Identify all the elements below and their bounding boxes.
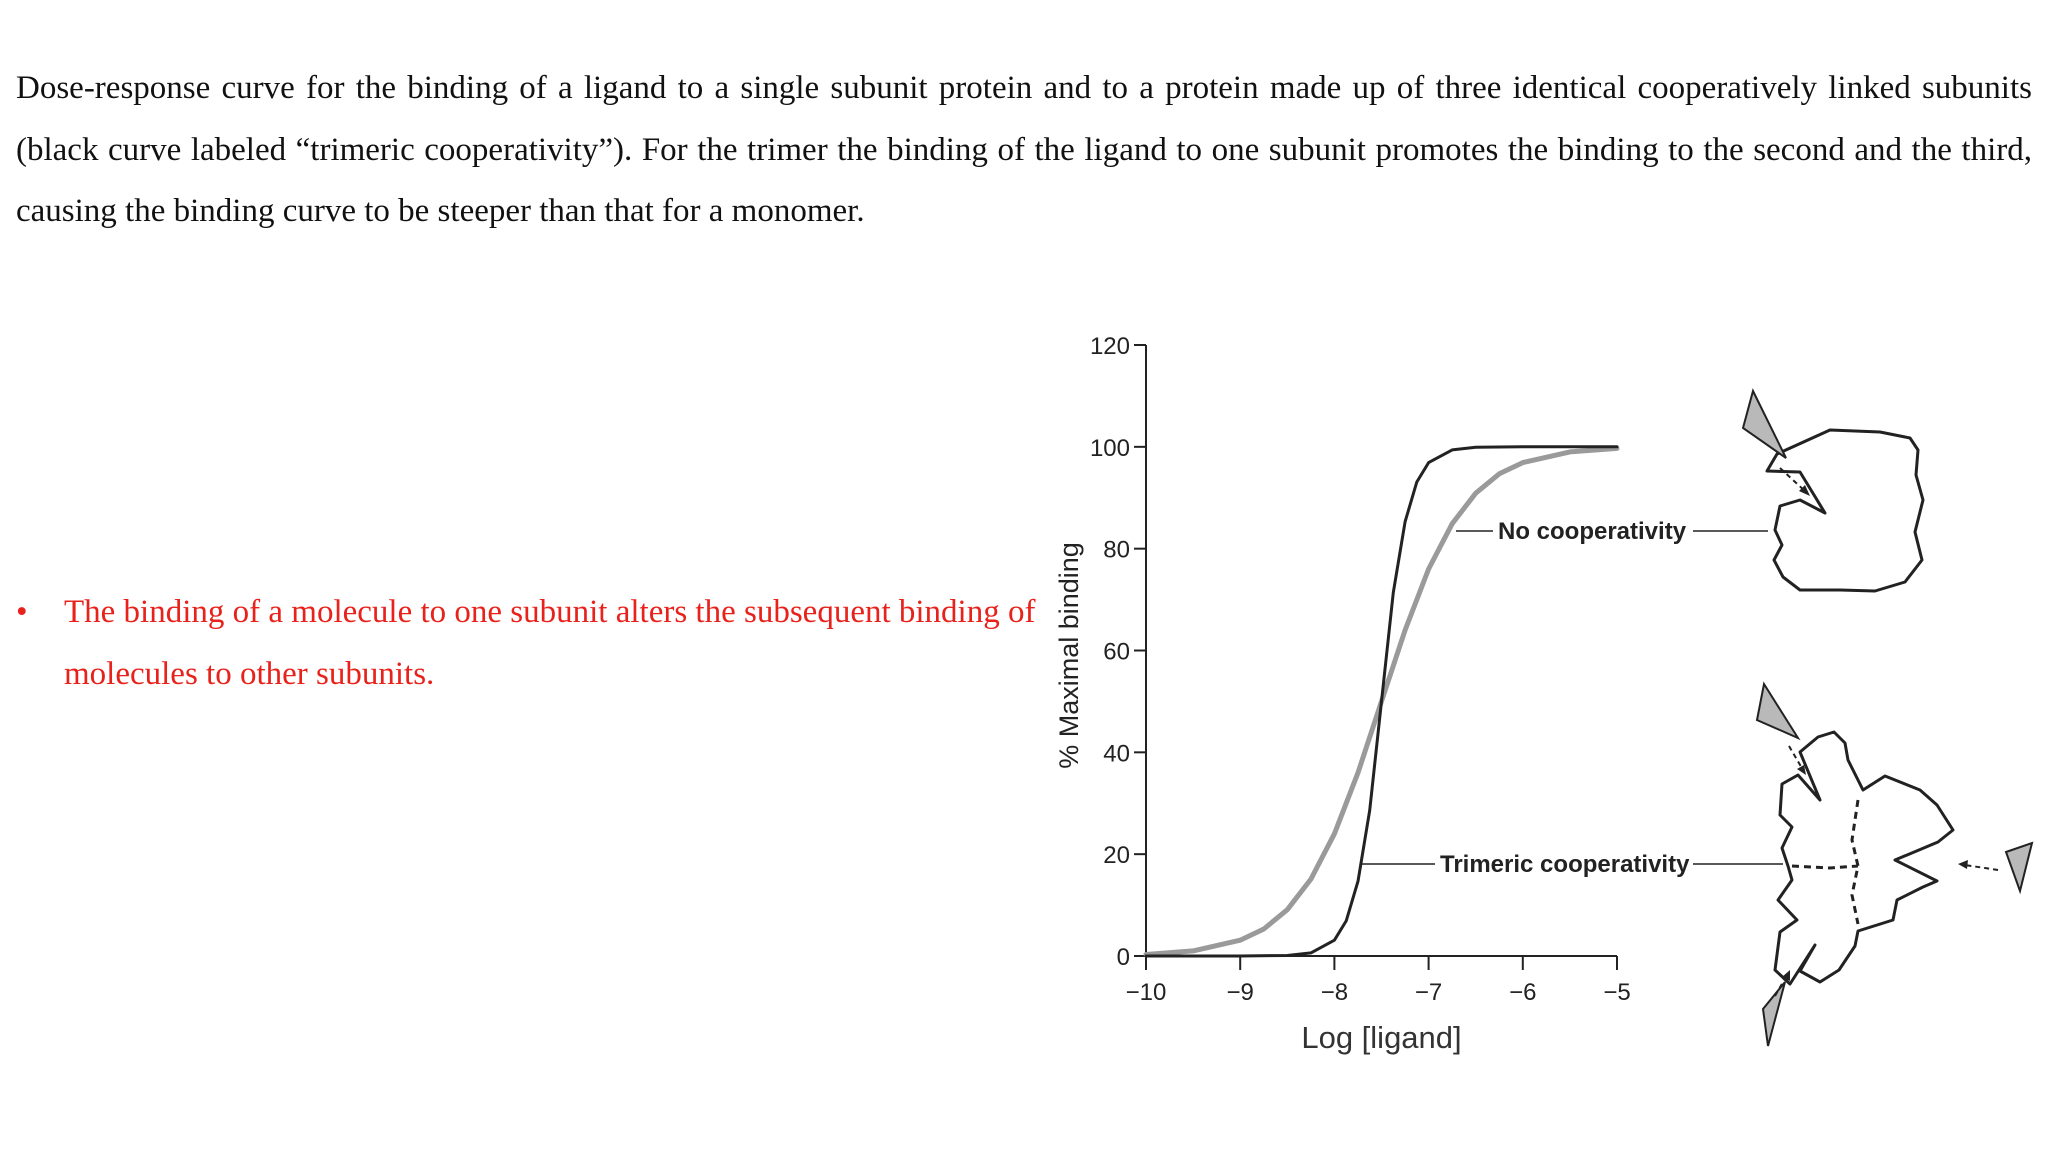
x-tick-label: −10: [1126, 979, 1167, 1006]
x-axis-label: Log [ligand]: [1301, 1020, 1461, 1055]
label-trimeric-cooperativity: Trimeric cooperativity: [1440, 851, 1690, 878]
y-tick-label: 100: [1090, 435, 1130, 462]
arrow-head-monomer: [1799, 485, 1810, 496]
y-tick-label: 80: [1103, 537, 1130, 564]
trimer-protein-illustration: [1755, 681, 2034, 1047]
intro-paragraph: Dose-response curve for the binding of a…: [16, 70, 2032, 229]
label-no-cooperativity: No cooperativity: [1498, 518, 1687, 545]
x-tick-label: −5: [1603, 979, 1630, 1006]
y-tick-label: 60: [1103, 639, 1130, 666]
trimer-subunit-boundaries: [1791, 799, 1860, 925]
bullet-symbol: •: [16, 594, 28, 630]
x-tick-label: −9: [1227, 979, 1254, 1006]
monomer-protein-illustration: [1741, 388, 1925, 593]
ligand-triangle-bottom: [1761, 981, 1786, 1047]
y-tick-label: 40: [1103, 740, 1130, 767]
series-line-trimeric-cooperativity: [1144, 445, 1619, 958]
y-axis-label: % Maximal binding: [1054, 542, 1084, 769]
x-tick-label: −7: [1415, 979, 1442, 1006]
arrow-head-top: [1797, 765, 1806, 775]
dose-response-figure: 0 20 40 60 80 100 120 −10 −9 −8 −7 −6 −5 Log [ligand]…: [1054, 333, 2034, 1055]
trimer-shape: [1773, 730, 1955, 986]
ligand-triangle-top: [1755, 681, 1801, 741]
arrow-right: [1964, 864, 1999, 871]
x-tick-label: −6: [1509, 979, 1536, 1006]
y-tick-label: 120: [1090, 333, 1130, 360]
y-tick-label: 0: [1117, 944, 1130, 971]
monomer-shape: [1765, 428, 1925, 593]
ligand-triangle-right: [2004, 841, 2034, 895]
chart-axes: 0 20 40 60 80 100 120 −10 −9 −8 −7 −6 −5 Log [ligand]…: [1054, 333, 1631, 1055]
arrow-monomer: [1779, 467, 1807, 493]
arrow-head-right: [1958, 860, 1968, 869]
bullet-text: The binding of a molecule to one subunit…: [64, 594, 1036, 692]
arrow-top: [1788, 745, 1804, 771]
x-tick-label: −8: [1321, 979, 1348, 1006]
arrow-head-bottom: [1782, 970, 1790, 981]
y-tick-label: 20: [1103, 842, 1130, 869]
ligand-triangle-monomer: [1741, 388, 1787, 459]
chart-curves: [1143, 445, 1620, 958]
